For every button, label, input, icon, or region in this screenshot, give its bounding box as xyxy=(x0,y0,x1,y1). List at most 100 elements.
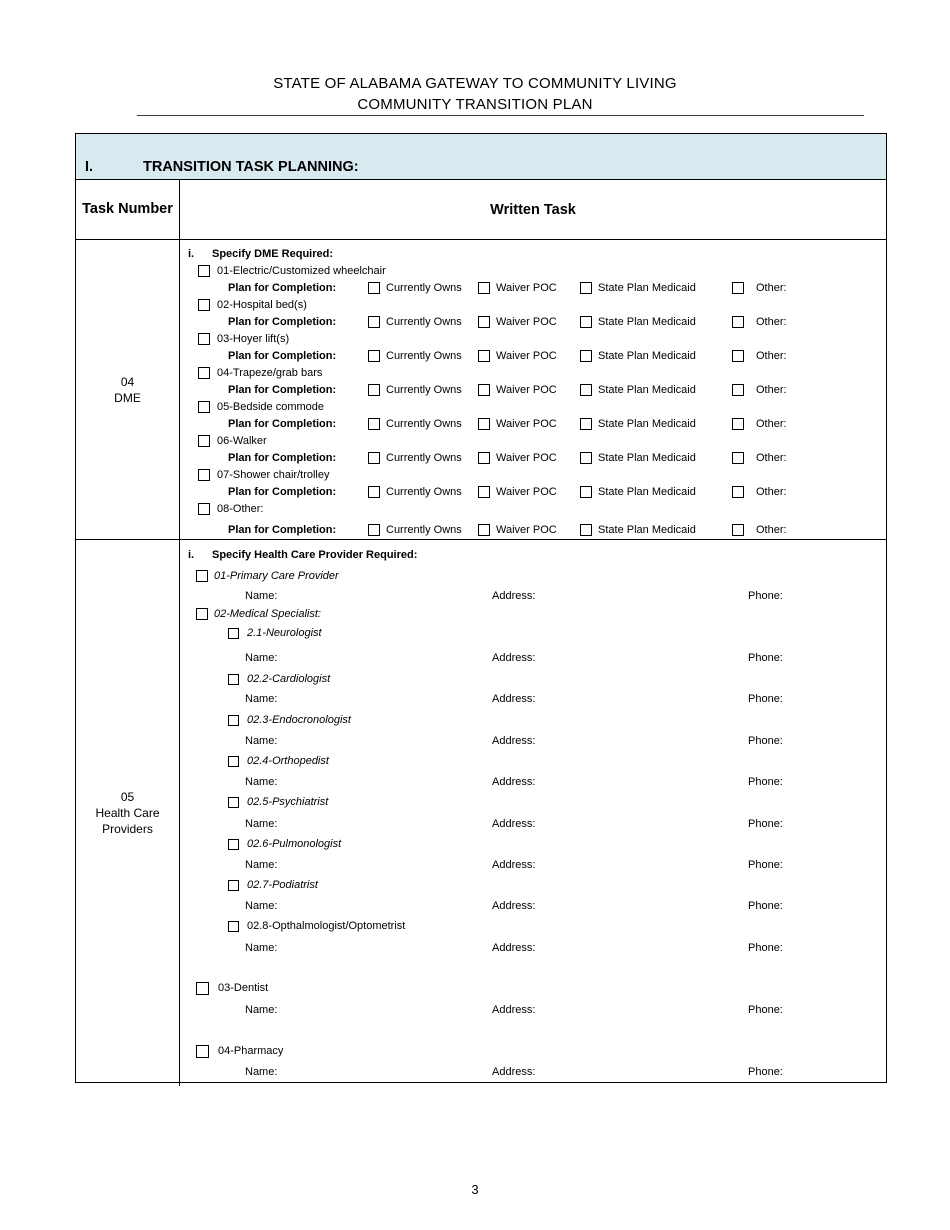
field-row: Name: Address: Phone: xyxy=(180,858,886,872)
address-field-label: Address: xyxy=(492,818,536,830)
pulmonologist-checkbox[interactable] xyxy=(228,838,239,850)
other-checkbox[interactable] xyxy=(732,349,744,362)
phone-field-label: Phone: xyxy=(748,818,783,830)
dme-item-05-checkbox[interactable] xyxy=(198,400,210,413)
state-plan-medicaid-label: State Plan Medicaid xyxy=(598,417,696,430)
state-plan-medicaid-checkbox[interactable] xyxy=(580,349,592,362)
other-checkbox[interactable] xyxy=(732,485,744,498)
waiver-poc-label: Waiver POC xyxy=(496,523,557,536)
waiver-poc-checkbox[interactable] xyxy=(478,383,490,396)
other-checkbox[interactable] xyxy=(732,417,744,430)
endocronologist-label: 02.3-Endocronologist xyxy=(247,714,351,726)
state-plan-medicaid-checkbox[interactable] xyxy=(580,523,592,536)
table-row-health-care-providers: 05 Health Care Providers i. Specify Heal… xyxy=(76,540,886,1086)
state-plan-medicaid-checkbox[interactable] xyxy=(580,315,592,328)
dme-item-01-checkbox[interactable] xyxy=(198,264,210,277)
waiver-poc-checkbox[interactable] xyxy=(478,451,490,464)
currently-owns-checkbox[interactable] xyxy=(368,523,380,536)
phone-field-label: Phone: xyxy=(748,693,783,705)
currently-owns-label: Currently Owns xyxy=(386,451,462,464)
address-field-label: Address: xyxy=(492,590,536,602)
dme-item-05-label: 05-Bedside commode xyxy=(217,400,325,413)
dme-item-03-label: 03-Hoyer lift(s) xyxy=(217,332,290,345)
currently-owns-checkbox[interactable] xyxy=(368,451,380,464)
state-plan-medicaid-checkbox[interactable] xyxy=(580,485,592,498)
waiver-poc-checkbox[interactable] xyxy=(478,485,490,498)
currently-owns-checkbox[interactable] xyxy=(368,383,380,396)
opthalmologist-checkbox[interactable] xyxy=(228,920,239,932)
dme-item-08-checkbox[interactable] xyxy=(198,502,210,515)
phone-field-label: Phone: xyxy=(748,776,783,788)
dentist-label: 03-Dentist xyxy=(218,982,269,994)
currently-owns-checkbox[interactable] xyxy=(368,349,380,362)
currently-owns-label: Currently Owns xyxy=(386,349,462,362)
task-label-hcp-line1: Health Care xyxy=(95,806,160,820)
address-field-label: Address: xyxy=(492,942,536,954)
currently-owns-label: Currently Owns xyxy=(386,315,462,328)
currently-owns-label: Currently Owns xyxy=(386,417,462,430)
medical-specialist-checkbox[interactable] xyxy=(196,608,208,620)
state-plan-medicaid-label: State Plan Medicaid xyxy=(598,523,696,536)
currently-owns-label: Currently Owns xyxy=(386,281,462,294)
endocronologist-checkbox[interactable] xyxy=(228,714,239,726)
state-plan-medicaid-checkbox[interactable] xyxy=(580,451,592,464)
dme-item-04: 04-Trapeze/grab bars xyxy=(180,364,886,381)
psychiatrist-checkbox[interactable] xyxy=(228,796,239,808)
dme-item-03-checkbox[interactable] xyxy=(198,332,210,345)
plan-row-03: Plan for Completion: Currently Owns Waiv… xyxy=(180,347,886,364)
field-row: Name: Address: Phone: xyxy=(180,589,886,603)
waiver-poc-checkbox[interactable] xyxy=(478,315,490,328)
other-label: Other: xyxy=(756,349,787,362)
plan-for-completion-label: Plan for Completion: xyxy=(228,383,337,396)
dme-item-02: 02-Hospital bed(s) xyxy=(180,296,886,313)
hcp-item-pharmacy: 04-Pharmacy xyxy=(180,1044,886,1058)
currently-owns-checkbox[interactable] xyxy=(368,485,380,498)
pharmacy-checkbox[interactable] xyxy=(196,1044,209,1058)
dme-item-04-checkbox[interactable] xyxy=(198,366,210,379)
written-task-cell-hcp: i. Specify Health Care Provider Required… xyxy=(180,540,886,1086)
dme-item-07: 07-Shower chair/trolley xyxy=(180,466,886,483)
waiver-poc-checkbox[interactable] xyxy=(478,349,490,362)
podiatrist-checkbox[interactable] xyxy=(228,879,239,891)
other-checkbox[interactable] xyxy=(732,315,744,328)
state-plan-medicaid-checkbox[interactable] xyxy=(580,281,592,294)
state-plan-medicaid-checkbox[interactable] xyxy=(580,417,592,430)
hcp-item-medical-specialist: 02-Medical Specialist: xyxy=(180,607,886,621)
primary-care-checkbox[interactable] xyxy=(196,570,208,582)
address-field-label: Address: xyxy=(492,776,536,788)
other-checkbox[interactable] xyxy=(732,451,744,464)
hcp-sub-item-neurologist: 2.1-Neurologist xyxy=(180,626,886,640)
currently-owns-checkbox[interactable] xyxy=(368,281,380,294)
other-checkbox[interactable] xyxy=(732,281,744,294)
name-field-label: Name: xyxy=(245,693,278,705)
column-header-task-number: Task Number xyxy=(76,180,180,239)
hcp-sub-item-orthopedist: 02.4-Orthopedist xyxy=(180,754,886,768)
other-checkbox[interactable] xyxy=(732,383,744,396)
dme-item-02-checkbox[interactable] xyxy=(198,298,210,311)
other-checkbox[interactable] xyxy=(732,523,744,536)
waiver-poc-checkbox[interactable] xyxy=(478,281,490,294)
title-underline xyxy=(137,115,864,116)
currently-owns-checkbox[interactable] xyxy=(368,417,380,430)
cardiologist-checkbox[interactable] xyxy=(228,673,239,685)
plan-row-08: Plan for Completion: Currently Owns Waiv… xyxy=(180,521,886,538)
waiver-poc-checkbox[interactable] xyxy=(478,417,490,430)
neurologist-checkbox[interactable] xyxy=(228,627,239,639)
currently-owns-label: Currently Owns xyxy=(386,383,462,396)
hcp-item-dentist: 03-Dentist xyxy=(180,981,886,995)
dentist-checkbox[interactable] xyxy=(196,981,209,995)
hcp-sub-item-endocronologist: 02.3-Endocronologist xyxy=(180,713,886,727)
plan-for-completion-label: Plan for Completion: xyxy=(228,315,337,328)
waiver-poc-label: Waiver POC xyxy=(496,281,557,294)
dme-item-07-label: 07-Shower chair/trolley xyxy=(217,468,330,481)
state-plan-medicaid-checkbox[interactable] xyxy=(580,383,592,396)
dme-item-06-checkbox[interactable] xyxy=(198,434,210,447)
name-field-label: Name: xyxy=(245,776,278,788)
pulmonologist-label: 02.6-Pulmonologist xyxy=(247,838,342,850)
dme-item-02-label: 02-Hospital bed(s) xyxy=(217,298,307,311)
other-label: Other: xyxy=(756,485,787,498)
currently-owns-checkbox[interactable] xyxy=(368,315,380,328)
waiver-poc-checkbox[interactable] xyxy=(478,523,490,536)
dme-item-07-checkbox[interactable] xyxy=(198,468,210,481)
orthopedist-checkbox[interactable] xyxy=(228,755,239,767)
